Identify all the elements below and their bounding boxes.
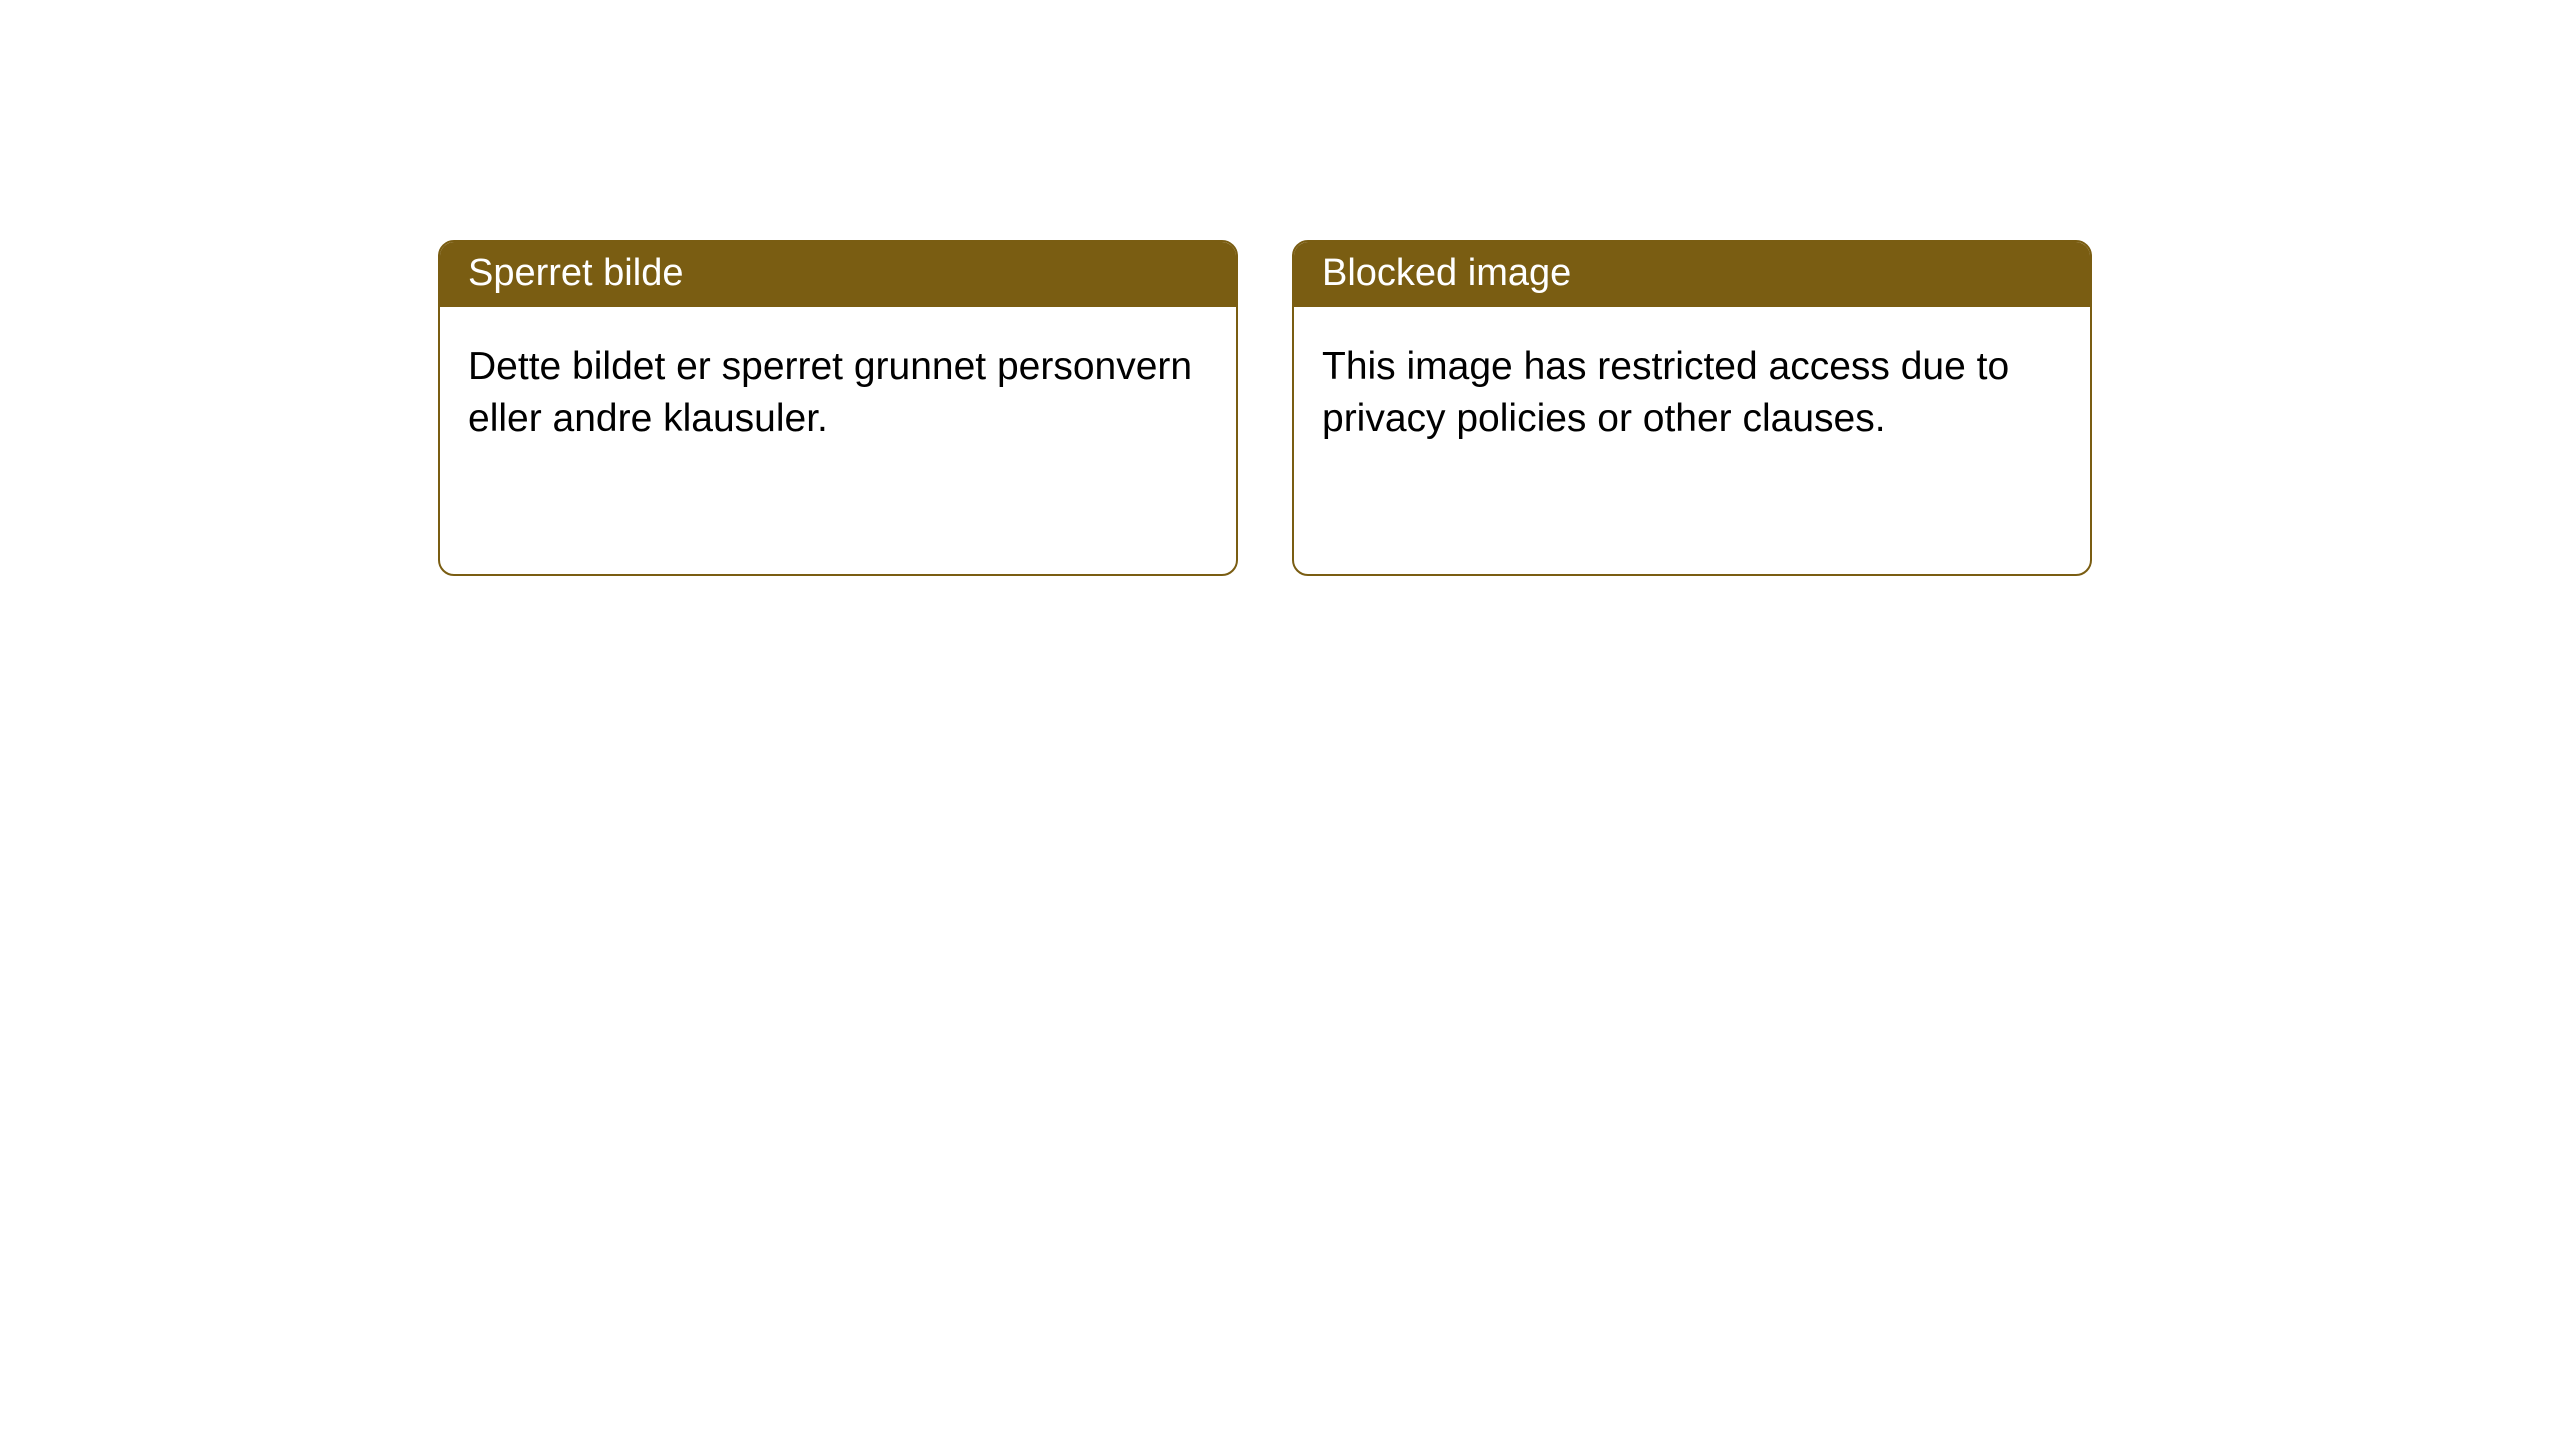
notice-card-english: Blocked image This image has restricted … — [1292, 240, 2092, 576]
notice-body: This image has restricted access due to … — [1294, 307, 2090, 480]
notice-title: Sperret bilde — [468, 252, 683, 294]
notice-header: Blocked image — [1294, 242, 2090, 307]
notice-message: Dette bildet er sperret grunnet personve… — [468, 345, 1192, 440]
notice-card-norwegian: Sperret bilde Dette bildet er sperret gr… — [438, 240, 1238, 576]
notice-title: Blocked image — [1322, 252, 1571, 294]
notice-body: Dette bildet er sperret grunnet personve… — [440, 307, 1236, 480]
notice-container: Sperret bilde Dette bildet er sperret gr… — [438, 240, 2092, 576]
notice-header: Sperret bilde — [440, 242, 1236, 307]
notice-message: This image has restricted access due to … — [1322, 345, 2009, 440]
